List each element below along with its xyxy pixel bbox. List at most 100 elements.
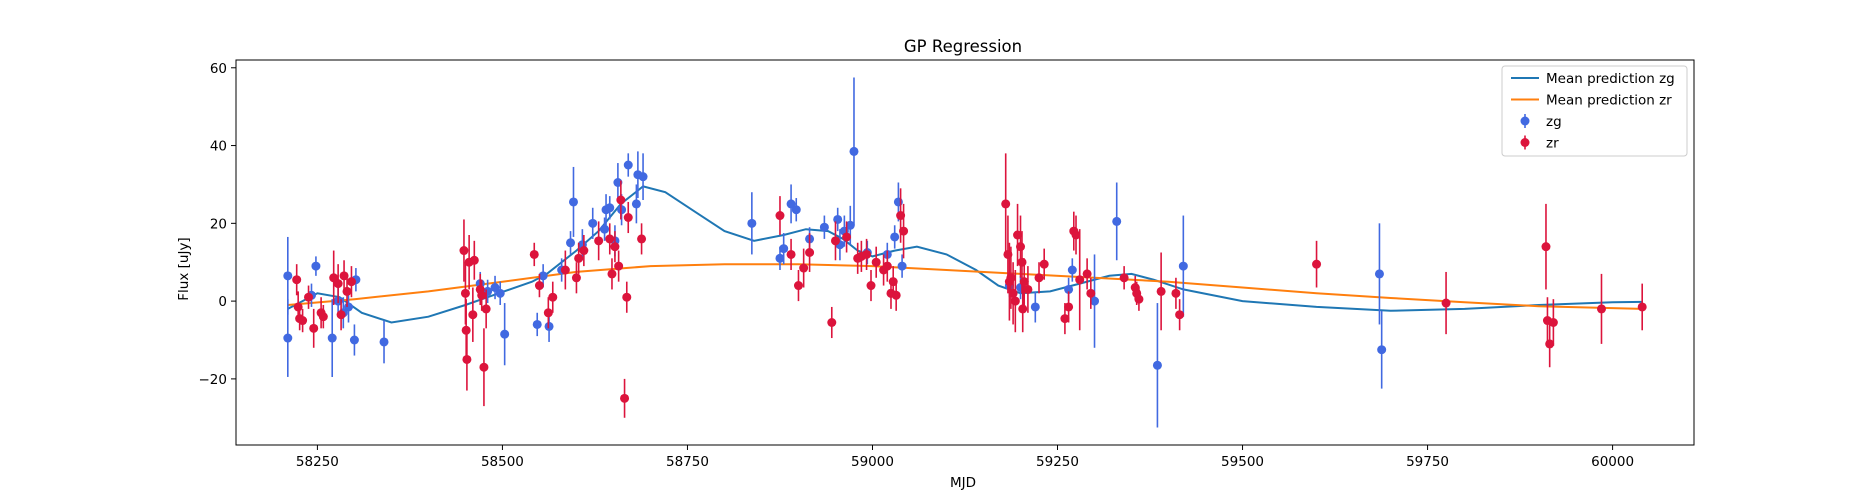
data-point-zr <box>1001 199 1011 209</box>
data-point-zr <box>1637 302 1647 312</box>
data-point-zr <box>460 288 470 298</box>
axes-frame <box>235 59 1695 446</box>
data-point-zg <box>532 319 542 329</box>
data-point-zr <box>1541 242 1551 252</box>
data-point-zr <box>866 281 876 291</box>
data-point-zr <box>799 263 809 273</box>
data-point-zr <box>610 242 620 252</box>
data-point-zg <box>343 302 353 312</box>
data-point-zg <box>566 238 576 248</box>
data-point-zr <box>1006 273 1016 283</box>
data-point-zr <box>830 236 840 246</box>
data-point-zr <box>786 249 796 259</box>
data-point-zg <box>1377 345 1387 355</box>
data-point-zr <box>574 253 584 263</box>
data-point-zr <box>827 318 837 327</box>
data-point-zg <box>786 199 796 209</box>
data-point-zr <box>1023 284 1033 294</box>
data-point-zr <box>298 316 308 326</box>
data-point-zr <box>899 226 909 236</box>
data-point-zr <box>293 302 303 312</box>
data-point-zg <box>890 232 900 242</box>
data-point-zr <box>529 249 539 259</box>
x-tick-label: 59750 <box>1406 454 1449 470</box>
data-point-zr <box>1016 242 1026 252</box>
data-point-zr <box>534 281 544 291</box>
x-tick-label: 59250 <box>1036 454 1079 470</box>
data-point-zr <box>622 292 632 302</box>
data-point-zg <box>779 244 789 254</box>
data-point-zg <box>849 146 859 156</box>
data-point-zr <box>793 281 803 291</box>
data-point-zr <box>1545 339 1555 349</box>
y-axis: −20 0 20 40 60 <box>199 61 236 388</box>
data-point-zg <box>327 333 337 343</box>
data-point-zr <box>1082 269 1092 279</box>
data-point-zr <box>1034 273 1044 283</box>
data-point-zr <box>459 246 469 256</box>
data-point-zr <box>842 232 852 242</box>
data-point-zr <box>775 211 785 221</box>
data-point-zr <box>571 273 581 283</box>
data-point-zr <box>1010 296 1020 306</box>
data-point-zr <box>1134 294 1144 304</box>
data-point-zg <box>605 203 615 213</box>
data-point-zg <box>349 335 359 345</box>
data-point-zg <box>638 172 648 182</box>
data-point-zr <box>462 354 472 364</box>
data-point-zr <box>1017 257 1027 267</box>
data-point-zg <box>311 261 321 271</box>
x-tick-label: 59500 <box>1221 454 1264 470</box>
data-point-zr <box>1441 298 1451 308</box>
y-tick-label: 0 <box>218 294 227 310</box>
data-point-zr <box>882 261 892 271</box>
data-point-zr <box>616 195 626 205</box>
y-axis-label: Flux [uJy] <box>176 237 192 300</box>
legend-swatch-marker <box>1520 116 1530 126</box>
data-point-zg <box>283 333 293 343</box>
data-point-zr <box>620 393 630 403</box>
data-point-zr <box>336 310 346 320</box>
data-point-zr <box>623 213 633 222</box>
data-point-zg <box>490 283 500 292</box>
data-point-zr <box>605 234 615 244</box>
data-point-zr <box>548 292 558 302</box>
data-point-zr <box>560 265 570 275</box>
data-point-zg <box>379 337 389 347</box>
data-point-zg <box>1374 269 1384 279</box>
data-point-zr <box>862 249 872 259</box>
data-point-zr <box>607 269 617 279</box>
data-point-zr <box>1064 302 1074 312</box>
data-point-zg <box>1152 360 1162 370</box>
data-point-zr <box>1019 277 1029 287</box>
data-point-zg <box>833 214 843 224</box>
data-point-zr <box>469 255 479 265</box>
data-point-zg <box>791 205 801 215</box>
data-point-zr <box>304 292 314 302</box>
data-point-zg <box>1067 265 1077 275</box>
data-point-zr <box>1018 304 1028 314</box>
data-point-zr <box>342 286 352 296</box>
data-point-zr <box>1060 314 1070 324</box>
data-point-zr <box>594 236 604 246</box>
data-point-zg <box>819 222 829 232</box>
x-tick-label: 58500 <box>481 454 524 470</box>
data-point-zg <box>631 199 641 209</box>
legend-box <box>1501 65 1688 157</box>
x-axis: 58250 58500 58750 59000 59250 59500 59750 60000 <box>296 445 1634 470</box>
data-point-zg <box>538 271 548 281</box>
x-axis-label: MJD <box>950 475 976 491</box>
data-point-zr <box>1312 259 1322 269</box>
data-point-zg <box>568 197 578 207</box>
data-point-zr <box>579 246 589 256</box>
data-point-zg <box>623 160 633 170</box>
series-line-mean-prediction-zr <box>287 263 1643 310</box>
data-point-zr <box>1171 288 1181 298</box>
data-point-zr <box>1548 318 1558 327</box>
data-point-zg <box>845 220 855 230</box>
data-point-zr <box>805 248 815 257</box>
data-point-zg <box>1112 216 1122 226</box>
x-tick-label: 60000 <box>1591 454 1634 470</box>
data-point-zg <box>283 271 293 281</box>
data-point-zr <box>468 310 478 320</box>
